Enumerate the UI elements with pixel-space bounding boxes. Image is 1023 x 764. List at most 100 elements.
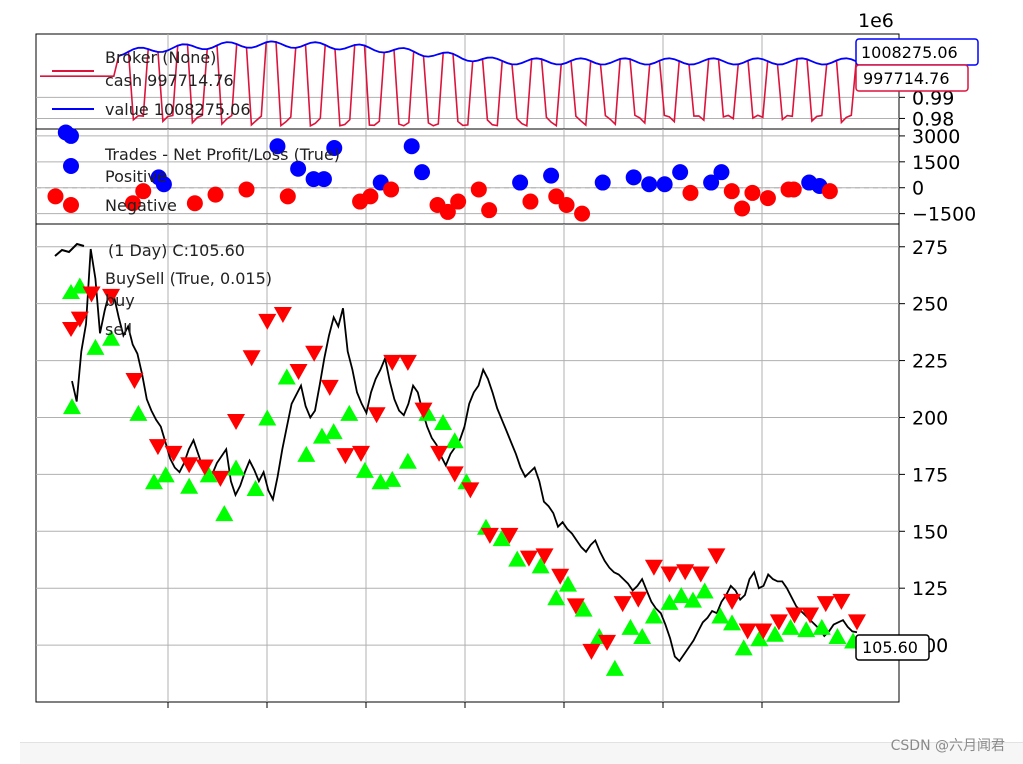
positive-trade-point: [403, 138, 420, 155]
buy-marker: [660, 593, 679, 610]
legend-close-swatch: [54, 242, 85, 257]
sell-marker: [227, 414, 246, 431]
buy-marker: [156, 466, 175, 483]
buy-marker: [199, 466, 218, 483]
sell-marker: [785, 607, 804, 624]
sell-marker: [832, 593, 851, 610]
sell-marker: [738, 623, 757, 640]
negative-trade-point: [522, 193, 539, 210]
sell-marker: [398, 354, 417, 371]
sell-marker: [613, 596, 632, 613]
positive-trade-point: [594, 174, 611, 191]
buy-marker: [508, 550, 527, 567]
y-tick-label: 0.99: [912, 87, 954, 109]
sell-marker: [258, 313, 277, 330]
negative-trade-point: [450, 193, 467, 210]
negative-trade-point: [279, 188, 296, 205]
sell-marker: [535, 548, 554, 565]
y-tick-label: 125: [912, 578, 948, 600]
sell-marker: [102, 288, 121, 305]
trades-legend: Trades - Net Profit/Loss (True) Positive…: [63, 145, 340, 215]
positive-trade-point: [625, 169, 642, 186]
cash-last-box: 997714.76: [855, 64, 969, 92]
price-panel-frame: [35, 223, 900, 703]
positive-trade-point: [713, 164, 730, 181]
sell-marker: [723, 593, 742, 610]
legend-negative-swatch: [63, 197, 79, 213]
buy-marker: [734, 639, 753, 656]
backtest-chart: 1e6 0.990.98 Broker (None) cash 997714.7…: [35, 10, 979, 708]
negative-trade-point: [470, 181, 487, 198]
notebook-output-bar: [20, 742, 1023, 764]
buy-marker: [781, 618, 800, 635]
sell-marker: [676, 564, 695, 581]
negative-trade-point: [821, 183, 838, 200]
negative-trade-point: [238, 181, 255, 198]
legend-value-label: value 1008275.06: [105, 100, 251, 119]
sell-marker: [660, 566, 679, 583]
sell-marker: [848, 614, 866, 631]
sell-marker: [582, 643, 601, 660]
y-tick-label: 200: [912, 407, 948, 429]
buy-marker: [324, 423, 343, 440]
sell-marker: [320, 379, 339, 396]
sell-marker: [383, 354, 402, 371]
sell-marker: [566, 598, 585, 615]
buy-marker: [711, 607, 730, 624]
buy-marker: [558, 575, 577, 592]
y-tick-label: 0: [912, 178, 924, 200]
buy-marker: [246, 480, 265, 497]
legend-buy-swatch: [62, 284, 80, 299]
sell-marker: [289, 363, 308, 380]
buy-marker: [531, 557, 550, 574]
buy-marker: [340, 404, 359, 421]
positive-trade-point: [703, 174, 720, 191]
positive-trade-point: [315, 171, 332, 188]
value-last-box: 1008275.06: [855, 38, 979, 66]
sell-marker: [461, 482, 480, 499]
svg-text:105.60: 105.60: [862, 638, 918, 657]
legend-trades-title: Trades - Net Profit/Loss (True): [104, 145, 340, 164]
buy-marker: [355, 461, 374, 478]
sell-marker: [164, 445, 183, 462]
sell-marker: [305, 345, 324, 362]
buy-marker: [633, 627, 652, 644]
negative-trade-point: [439, 203, 456, 220]
buy-marker: [723, 614, 742, 631]
sell-marker: [70, 311, 89, 328]
y-tick-label: 3000: [912, 126, 960, 148]
legend-positive-label: Positive: [105, 167, 167, 186]
broker-exponent-label: 1e6: [858, 10, 894, 32]
buy-marker: [445, 432, 464, 449]
y-tick-label: 175: [912, 464, 948, 486]
buy-marker: [145, 473, 164, 490]
sell-marker: [500, 527, 519, 544]
legend-close-label: (1 Day) C:105.60: [108, 241, 245, 260]
broker-legend: Broker (None) cash 997714.76 value 10082…: [52, 48, 251, 119]
positive-trade-point: [155, 176, 172, 193]
buy-marker: [180, 477, 199, 494]
buy-marker: [63, 398, 81, 415]
broker-panel: 0.990.98 Broker (None) cash 997714.76 va…: [35, 33, 979, 130]
buy-marker: [797, 621, 816, 638]
sell-marker: [598, 634, 617, 651]
broker-panel-frame: [35, 33, 900, 130]
y-tick-label: 275: [912, 237, 948, 259]
price-legend: (1 Day) C:105.60 BuySell (True, 0.015) b…: [54, 241, 272, 339]
positive-trade-point: [672, 164, 689, 181]
positive-trade-point: [269, 138, 286, 155]
buy-marker: [129, 404, 148, 421]
positive-trade-point: [290, 160, 307, 177]
legend-sell-label: sell: [105, 320, 132, 339]
sell-marker: [691, 566, 710, 583]
price-gridlines: [36, 224, 899, 702]
buy-marker: [812, 618, 831, 635]
sell-marker: [336, 448, 355, 465]
broker-series: [40, 40, 867, 128]
y-tick-label: 0.98: [912, 108, 954, 130]
positive-trade-point: [414, 164, 431, 181]
sell-marker: [519, 550, 538, 567]
positive-trade-point: [543, 167, 560, 184]
